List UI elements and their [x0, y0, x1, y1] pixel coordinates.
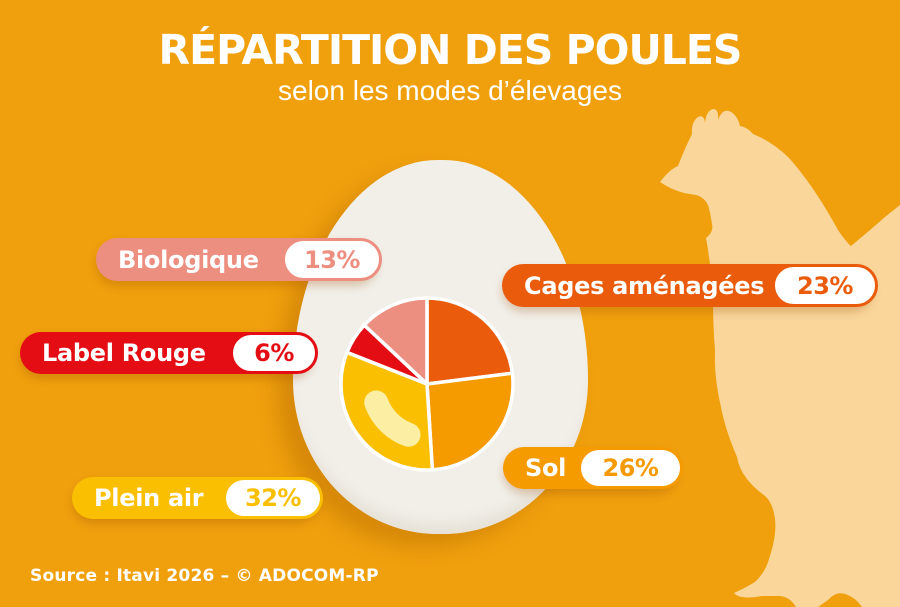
- legend-label-biologique: Biologique: [118, 245, 259, 274]
- legend-pill-sol: Sol 26%: [503, 447, 683, 489]
- legend-value-sol: 26%: [578, 447, 683, 489]
- legend-label-plein-air: Plein air: [94, 484, 204, 512]
- yolk-highlight: [364, 390, 421, 447]
- legend-label-cages-amenagees: Cages aménagées: [524, 271, 765, 300]
- legend-pill-plein-air: Plein air 32%: [72, 477, 323, 519]
- legend-value-label-rouge: 6%: [230, 332, 318, 374]
- legend-pill-biologique: Biologique 13%: [96, 238, 382, 281]
- legend-value-biologique: 13%: [282, 238, 382, 281]
- header: RÉPARTITION DES POULES selon les modes d…: [0, 26, 900, 107]
- hen-silhouette: [660, 109, 900, 607]
- pie-slice-sol: [425, 371, 515, 472]
- legend-value-cages-amenagees: 23%: [772, 264, 878, 307]
- page-subtitle: selon les modes d’élevages: [278, 75, 622, 107]
- legend-label-label-rouge: Label Rouge: [42, 339, 206, 367]
- source-credit: Source : Itavi 2026 – © ADOCOM-RP: [30, 566, 379, 586]
- pie-slice-biologique: [362, 296, 429, 386]
- legend-pill-label-rouge: Label Rouge 6%: [20, 332, 318, 374]
- page-title: RÉPARTITION DES POULES: [158, 26, 743, 74]
- legend-label-sol: Sol: [525, 454, 567, 482]
- hen-silhouette-path: [660, 109, 900, 607]
- pie-chart: [339, 296, 515, 472]
- legend-value-plein-air: 32%: [223, 477, 323, 519]
- legend-pill-cages-amenagees: Cages aménagées 23%: [502, 264, 878, 307]
- pie-slice-cages-amenagees: [425, 296, 515, 386]
